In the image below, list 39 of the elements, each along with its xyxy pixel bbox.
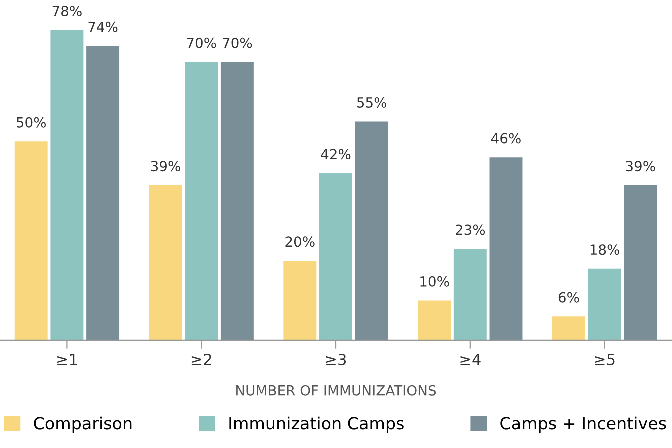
data-label: 74% — [88, 22, 118, 32]
data-label: 55% — [357, 97, 387, 108]
x-tick-label: ≥4 — [460, 354, 481, 366]
data-label: 18% — [590, 244, 620, 256]
x-tick-label: ≥5 — [595, 354, 615, 366]
data-label: 20% — [286, 236, 315, 248]
x-axis-title: NUMBER OF IMMUNIZATIONS — [236, 385, 436, 396]
data-label: 6% — [558, 292, 580, 303]
x-tick-label: ≥3 — [326, 354, 346, 366]
data-label: 70% — [223, 38, 252, 48]
legend-label: Immunization Camps — [230, 416, 404, 433]
legend-label: Camps + Incentives — [500, 416, 666, 433]
bar — [185, 62, 218, 340]
bar — [149, 185, 182, 340]
data-label: 39% — [626, 161, 656, 172]
bar — [624, 185, 658, 340]
data-label: 23% — [456, 224, 486, 236]
bar — [14, 142, 48, 340]
data-label: 50% — [16, 117, 46, 128]
bar — [552, 316, 586, 340]
bar — [588, 268, 622, 340]
bar — [490, 158, 523, 340]
data-label: 42% — [321, 149, 351, 160]
data-label: 46% — [491, 133, 521, 144]
data-label: 10% — [420, 276, 450, 287]
x-tick-label: ≥1 — [58, 354, 78, 366]
data-label: 70% — [187, 38, 216, 48]
data-label: 78% — [52, 6, 82, 17]
bar — [220, 62, 254, 340]
bar — [454, 249, 487, 340]
legend-label: Comparison — [34, 416, 132, 433]
bar — [86, 46, 120, 340]
bar — [418, 300, 452, 340]
bar — [284, 260, 317, 340]
x-tick-label: ≥2 — [192, 354, 212, 366]
data-label: 39% — [151, 161, 180, 172]
bar — [50, 30, 84, 340]
bar — [355, 122, 388, 340]
bar — [320, 173, 352, 340]
